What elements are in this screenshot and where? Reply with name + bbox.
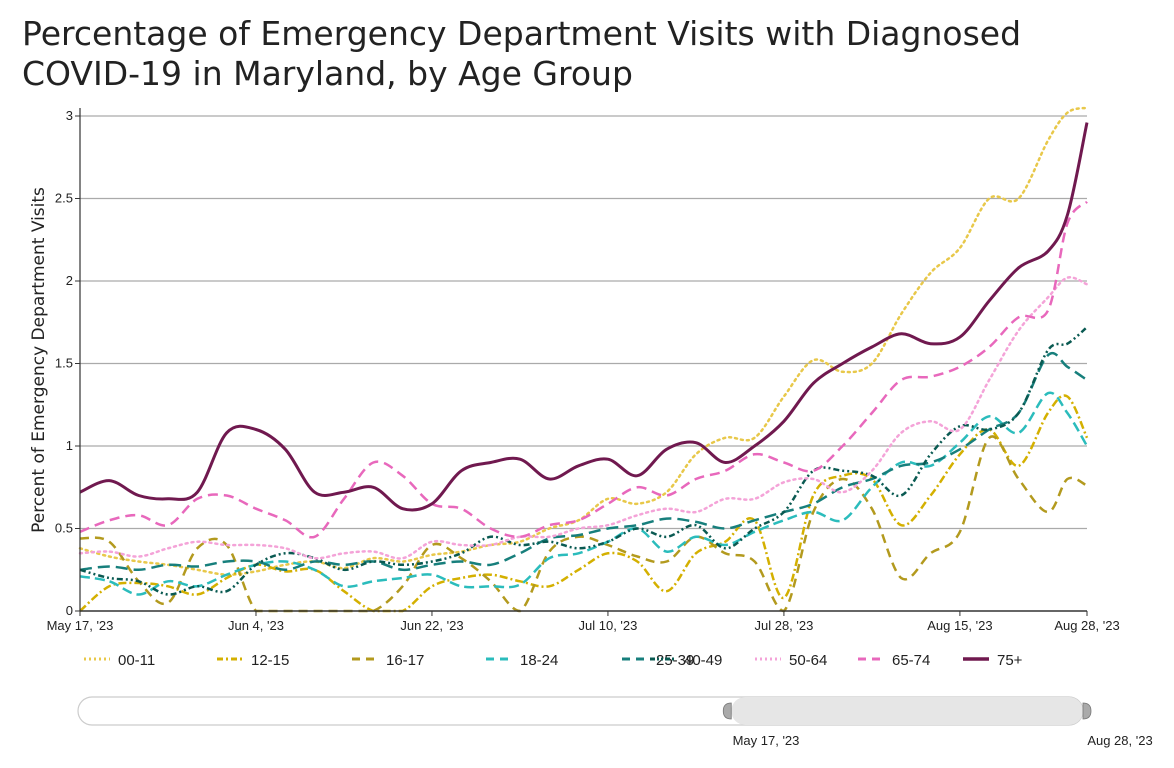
navigator-left-handle[interactable] [722,702,732,720]
series-line-65-74[interactable] [79,200,1088,539]
y-tick-label: 1 [66,438,73,453]
x-tick-label: Jul 10, '23 [579,618,638,633]
x-tick-label: Jun 4, '23 [228,618,284,633]
y-tick-label: 3 [66,108,73,123]
legend-label: 50-64 [789,652,827,669]
y-tick-label: 2.5 [55,191,73,206]
legend-label: 00-11 [118,652,155,669]
range-navigator: May 17, '23 Aug 28, '23 [77,696,1153,748]
legend-item-12-15[interactable]: 12-15 [217,652,289,669]
gridlines [80,115,1087,530]
series-lines [78,106,1089,613]
y-axis-ticks: 0 0.5 1 1.5 2 2.5 3 [55,108,80,618]
navigator-right-handle[interactable] [1082,702,1092,720]
legend-item-18-24[interactable]: 18-24 [486,652,558,669]
series-line-00-11[interactable] [78,106,1089,576]
legend-label: 25-39 [656,652,694,669]
legend-item-75+[interactable]: 75+ [963,652,1023,669]
legend-item-00-11[interactable]: 00-11 [84,652,155,669]
legend-label: 65-74 [892,652,930,669]
series-line-25-39[interactable] [79,352,1088,572]
legend-item-65-74[interactable]: 65-74 [858,652,930,669]
legend-item-25-39[interactable]: 25-39 [622,652,694,669]
y-tick-label: 1.5 [55,356,73,371]
navigator-start-label: May 17, '23 [733,733,800,748]
legend-label: 12-15 [251,652,289,669]
x-tick-label: Aug 15, '23 [927,618,992,633]
series-line-50-64[interactable] [78,276,1089,560]
series-line-75+[interactable] [79,122,1089,512]
x-tick-label: Aug 28, '23 [1054,618,1119,633]
y-axis-label: Percent of Emergency Department Visits [29,187,49,533]
legend-item-50-64[interactable]: 50-64 [755,652,827,669]
y-tick-label: 0.5 [55,521,73,536]
legend-item-40-49[interactable]: 40-49 [650,652,722,669]
axes [79,108,1087,612]
legend-label: 18-24 [520,652,558,669]
legend-label: 75+ [997,652,1023,669]
navigator-end-label: Aug 28, '23 [1087,733,1152,748]
legend-item-16-17[interactable]: 16-17 [352,652,424,669]
legend-label: 16-17 [386,652,424,669]
x-tick-label: Jun 22, '23 [400,618,463,633]
legend-label: 40-49 [684,652,722,669]
x-axis-ticks: May 17, '23 Jun 4, '23 Jun 22, '23 Jul 10, … [47,611,1120,633]
x-tick-label: May 17, '23 [47,618,114,633]
series-line-40-49[interactable] [79,326,1088,596]
y-tick-label: 0 [66,603,73,618]
y-tick-label: 2 [66,273,73,288]
chart-title: Percentage of Emergency Department Visit… [22,14,1022,93]
navigator-selection[interactable] [731,697,1083,725]
x-tick-label: Jul 28, '23 [754,618,813,633]
